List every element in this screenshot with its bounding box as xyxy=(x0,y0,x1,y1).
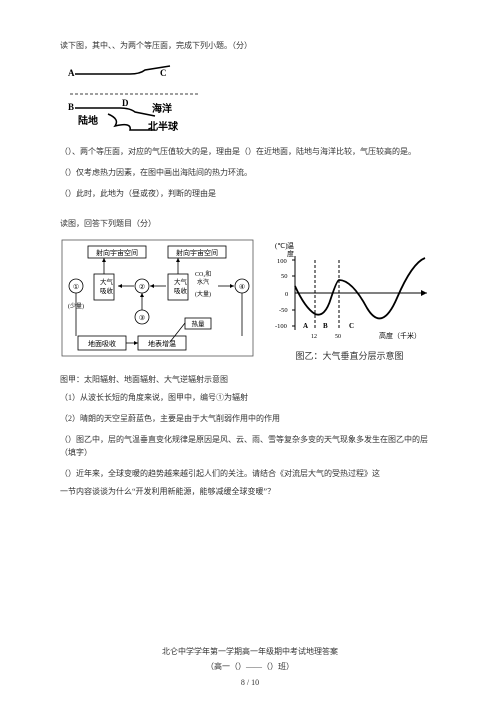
svg-text:①: ① xyxy=(73,283,79,291)
label-hemisphere: 北半球 xyxy=(148,120,179,133)
footer-class: （高一（）——（）班） xyxy=(0,661,500,672)
svg-text:④: ④ xyxy=(239,283,245,291)
svg-text:射向宇宙空间: 射向宇宙空间 xyxy=(96,248,138,257)
svg-text:射向宇宙空间: 射向宇宙空间 xyxy=(176,248,218,257)
label-land: 陆地 xyxy=(78,114,98,127)
svg-text:C: C xyxy=(349,322,354,330)
svg-text:CO₂和: CO₂和 xyxy=(195,270,211,278)
label-a: A xyxy=(68,68,75,78)
q1-p3: （）此时，此地为（昼或夜），判断的理由是 xyxy=(60,188,440,201)
label-b: B xyxy=(68,102,74,112)
q2-caption1: 图甲：太阳辐射、地面辐射、大气逆辐射示意图 xyxy=(60,374,440,386)
diagram-land-ocean: A C B D 海洋 陆地 北半球 xyxy=(60,64,220,134)
svg-text:温: 温 xyxy=(287,241,294,250)
svg-text:12: 12 xyxy=(311,334,317,340)
label-c: C xyxy=(160,68,167,78)
svg-text:高度（千米）: 高度（千米） xyxy=(379,331,421,340)
svg-text:地表增温: 地表增温 xyxy=(148,339,176,348)
q1-intro: 读下图，其中、、为两个等压面，完成下列小题。（分） xyxy=(60,40,440,52)
q2-p2: （2）晴朗的天空呈蔚蓝色，主要是由于大气削弱作用中的作用 xyxy=(60,413,440,426)
svg-text:大气: 大气 xyxy=(174,277,188,286)
svg-text:热量: 热量 xyxy=(192,319,206,328)
svg-text:-100: -100 xyxy=(275,323,287,330)
chart-container: (℃) 温 度 100 50 0 -50 -100 12 50 高度（千米） A… xyxy=(267,238,432,362)
flow-diagram: 射向宇宙空间 射向宇宙空间 ① 大气 吸收 (少量) ② 大气 吸收 CO₂和 … xyxy=(60,238,255,358)
svg-text:(大量): (大量) xyxy=(195,290,211,298)
q2-p4a: （）近年来，全球变暖的趋势越来越引起人们的关注。请结合《对流层大气的受热过程》这 xyxy=(60,468,440,480)
svg-text:50: 50 xyxy=(335,334,341,340)
svg-text:吸收: 吸收 xyxy=(100,286,114,295)
diagram-row: 射向宇宙空间 射向宇宙空间 ① 大气 吸收 (少量) ② 大气 吸收 CO₂和 … xyxy=(60,238,440,362)
q1-p2: （）仅考虑热力因素，在图中画出海陆间的热力环流。 xyxy=(60,167,440,180)
svg-text:吸收: 吸收 xyxy=(174,286,188,295)
svg-text:大气: 大气 xyxy=(100,277,114,286)
footer: 北仑中学学年第一学期高一年级期中考试地理答案 （高一（）——（）班） 8 / 1… xyxy=(0,646,500,687)
q1-p1: （）、两个等压面，对应的气压值较大的是，理由是（）在近地面，陆地与海洋比较，气压… xyxy=(60,146,440,159)
svg-text:-50: -50 xyxy=(279,307,288,314)
svg-text:③: ③ xyxy=(139,314,145,322)
svg-text:水汽: 水汽 xyxy=(197,278,209,286)
svg-text:②: ② xyxy=(139,283,145,291)
page-number: 8 / 10 xyxy=(0,678,500,687)
footer-title: 北仑中学学年第一学期高一年级期中考试地理答案 xyxy=(0,646,500,657)
q2-p3: （）图乙中，层的气温垂直变化规律是原因是风、云、雨、雪等复杂多变的天气现象多发生… xyxy=(60,434,440,460)
svg-text:地面吸收: 地面吸收 xyxy=(88,339,116,348)
svg-text:100: 100 xyxy=(277,258,287,265)
svg-text:0: 0 xyxy=(285,291,288,298)
q2-p4b: 一节内容谈谈为什么“开发利用新能源，能够减缓全球变暖”？ xyxy=(60,486,440,499)
q2-intro: 读图，回答下列题目（分） xyxy=(60,218,440,230)
svg-text:度: 度 xyxy=(287,249,294,258)
svg-text:A: A xyxy=(303,322,308,330)
label-ocean: 海洋 xyxy=(152,102,172,115)
q2-p1: （1）从波长长短的角度来说，图甲中，编号①为辐射 xyxy=(60,392,440,405)
svg-text:50: 50 xyxy=(281,273,288,280)
svg-text:B: B xyxy=(323,322,328,330)
chart-caption: 图乙：大气垂直分层示意图 xyxy=(267,349,432,362)
label-d: D xyxy=(122,98,129,108)
temperature-chart: (℃) 温 度 100 50 0 -50 -100 12 50 高度（千米） A… xyxy=(267,238,432,343)
